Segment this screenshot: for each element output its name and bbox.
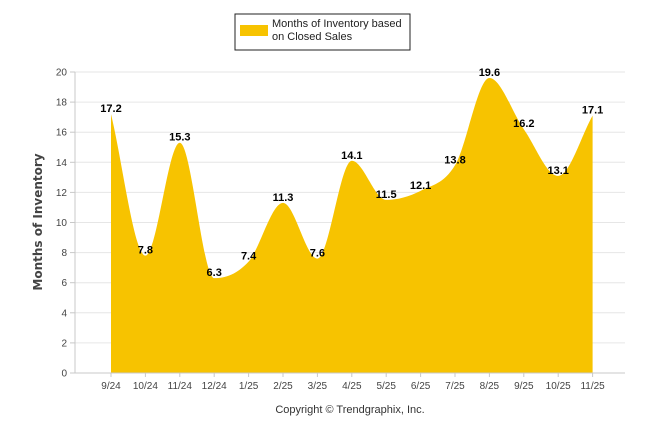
y-tick-label: 20 [56, 68, 68, 79]
y-tick-label: 14 [56, 158, 68, 169]
data-label: 12.1 [410, 180, 431, 192]
data-labels: 17.2 7.8 15.3 6.3 7.4 11.3 7.6 14.1 11.5 12.1 13.8… [100, 67, 603, 279]
data-label: 7.6 [310, 248, 325, 260]
y-tick-label: 6 [61, 278, 67, 289]
x-tick-label: 11/25 [580, 381, 605, 392]
data-label: 16.2 [513, 118, 534, 130]
x-axis-ticks: 9/24 10/24 11/24 12/24 1/25 2/25 3/25 4/25 5/25 6… [101, 373, 605, 392]
data-label: 19.6 [479, 67, 500, 79]
data-label: 6.3 [207, 267, 222, 279]
legend: Months of Inventory based on Closed Sale… [234, 13, 411, 51]
legend-swatch [240, 25, 268, 36]
y-tick-label: 0 [61, 369, 67, 380]
x-tick-label: 3/25 [308, 381, 328, 392]
data-label: 7.4 [241, 251, 257, 263]
y-tick-label: 18 [56, 98, 68, 109]
x-tick-label: 4/25 [342, 381, 362, 392]
y-tick-label: 2 [61, 338, 67, 349]
y-tick-label: 10 [56, 218, 68, 229]
copyright-text: Copyright © Trendgraphix, Inc. [275, 404, 424, 416]
y-tick-label: 16 [56, 128, 68, 139]
x-tick-label: 1/25 [239, 381, 259, 392]
x-tick-label: 5/25 [376, 381, 396, 392]
y-tick-label: 8 [61, 248, 67, 259]
area-series [111, 78, 593, 374]
x-tick-label: 10/25 [546, 381, 571, 392]
data-label: 17.1 [582, 105, 603, 117]
data-label: 11.3 [273, 192, 294, 204]
x-tick-label: 12/24 [202, 381, 227, 392]
x-tick-label: 6/25 [411, 381, 431, 392]
data-label: 15.3 [169, 132, 190, 144]
data-label: 17.2 [100, 103, 121, 115]
x-tick-label: 2/25 [273, 381, 293, 392]
data-label: 11.5 [376, 189, 397, 201]
x-tick-label: 9/25 [514, 381, 534, 392]
x-tick-label: 7/25 [445, 381, 465, 392]
x-tick-label: 10/24 [133, 381, 158, 392]
data-label: 13.1 [547, 165, 568, 177]
data-label: 7.8 [138, 245, 153, 257]
y-tick-label: 4 [61, 308, 67, 319]
legend-label-line-1: Months of Inventory based [272, 18, 402, 30]
x-tick-label: 8/25 [480, 381, 500, 392]
legend-label-line-2: on Closed Sales [272, 31, 353, 43]
data-label: 13.8 [444, 154, 465, 166]
y-axis-ticks: 0 2 4 6 8 10 12 14 16 18 20 [56, 68, 75, 380]
data-label: 14.1 [341, 150, 362, 162]
y-tick-label: 12 [56, 188, 68, 199]
x-tick-label: 11/24 [168, 381, 193, 392]
x-tick-label: 9/24 [101, 381, 121, 392]
y-axis-label: Months of Inventory [31, 153, 45, 290]
